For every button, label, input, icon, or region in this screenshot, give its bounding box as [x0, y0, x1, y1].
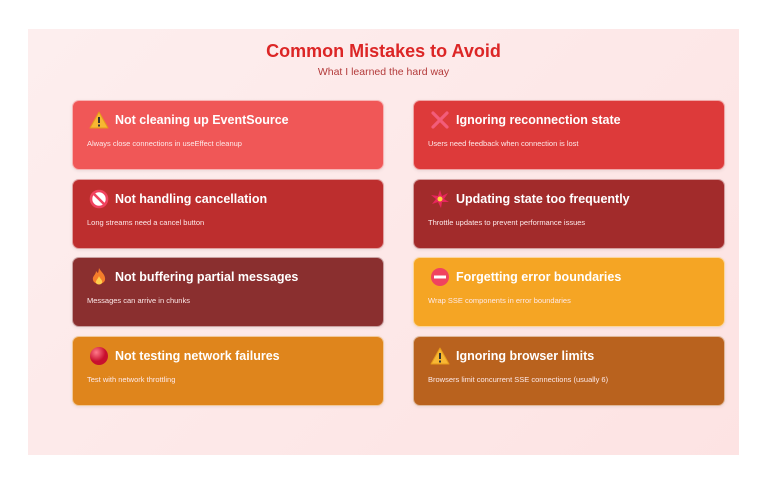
card-description: Messages can arrive in chunks [87, 296, 190, 305]
warning-icon [430, 346, 450, 366]
card-description: Browsers limit concurrent SSE connection… [428, 375, 609, 384]
mistake-card: Forgetting error boundaries Wrap SSE com… [413, 257, 725, 327]
card-title: Not cleaning up EventSource [115, 113, 289, 127]
card-header: Not testing network failures [89, 346, 280, 366]
card-title: Not buffering partial messages [115, 270, 299, 284]
card-header: Updating state too frequently [430, 189, 630, 209]
card-header: Not handling cancellation [89, 189, 267, 209]
mistake-card: Not buffering partial messages Messages … [72, 257, 384, 327]
mistake-card: Ignoring browser limits Browsers limit c… [413, 336, 725, 406]
card-description: Users need feedback when connection is l… [428, 139, 579, 148]
no-entry-icon [430, 267, 450, 287]
card-description: Throttle updates to prevent performance … [428, 218, 586, 227]
mistake-card: Ignoring reconnection state Users need f… [413, 100, 725, 170]
card-title: Forgetting error boundaries [456, 270, 622, 284]
mistake-card: Not cleaning up EventSource Always close… [72, 100, 384, 170]
mistake-card: Updating state too frequently Throttle u… [413, 179, 725, 249]
warning-icon [89, 110, 109, 130]
page-title: Common Mistakes to Avoid [266, 41, 501, 61]
card-header: Not cleaning up EventSource [89, 110, 289, 130]
prohibited-icon [89, 189, 109, 209]
card-header: Forgetting error boundaries [430, 267, 621, 287]
card-description: Always close connections in useEffect cl… [87, 139, 242, 148]
page-subtitle: What I learned the hard way [317, 66, 450, 78]
card-header: Not buffering partial messages [89, 267, 298, 287]
mistake-card: Not handling cancellation Long streams n… [72, 179, 384, 249]
card-description: Long streams need a cancel button [87, 218, 205, 227]
collision-icon [430, 189, 450, 209]
card-title: Not handling cancellation [115, 192, 268, 206]
red-circle-icon [89, 346, 109, 366]
card-title: Ignoring browser limits [456, 349, 595, 363]
card-header: Ignoring reconnection state [430, 110, 621, 130]
card-title: Updating state too frequently [456, 192, 630, 206]
card-description: Wrap SSE components in error boundaries [428, 296, 571, 305]
card-title: Not testing network failures [115, 349, 280, 363]
cross-mark-icon [430, 110, 450, 130]
fire-icon [89, 267, 109, 287]
card-description: Test with network throttling [87, 375, 176, 384]
card-header: Ignoring browser limits [430, 346, 594, 366]
mistake-card: Not testing network failures Test with n… [72, 336, 384, 406]
card-title: Ignoring reconnection state [456, 113, 621, 127]
